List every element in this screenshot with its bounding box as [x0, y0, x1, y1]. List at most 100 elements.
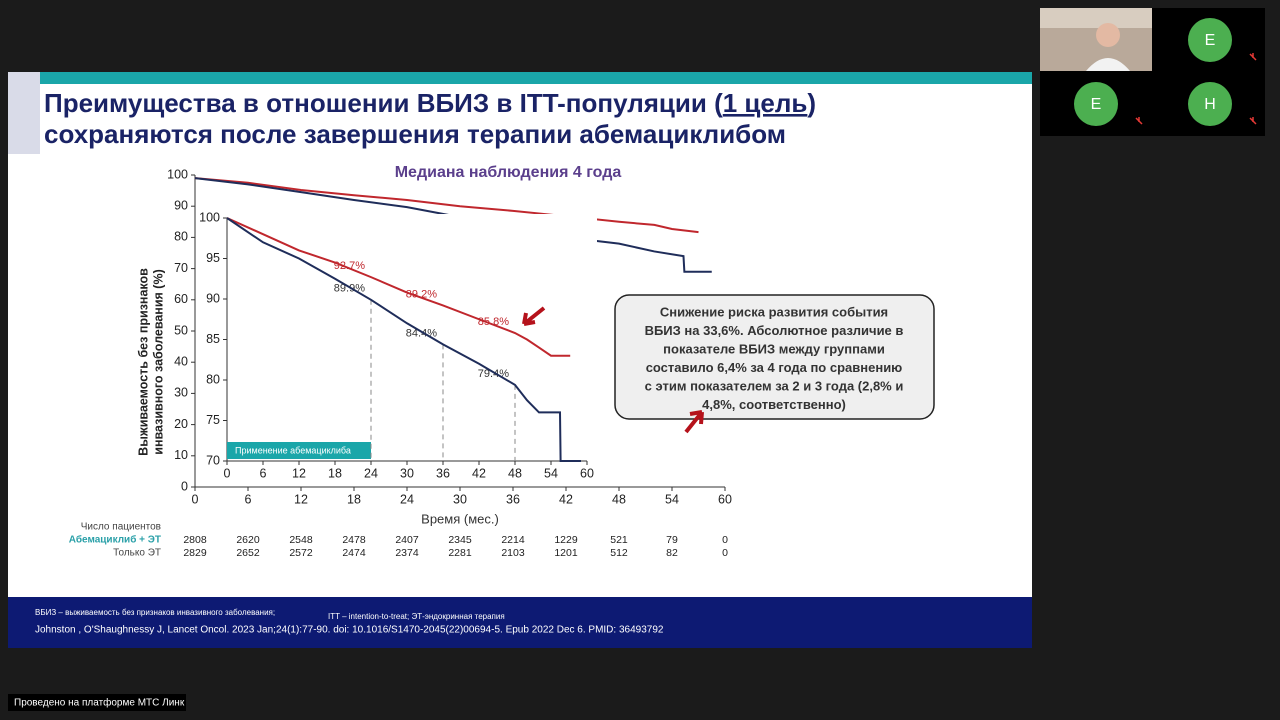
y-tick-label: 70 — [174, 261, 188, 275]
km-curve — [194, 177, 699, 234]
x-tick-label: 24 — [400, 492, 414, 506]
callout-box — [614, 294, 935, 420]
risk-cell: 2808 — [183, 534, 207, 546]
x-tick-label: 24 — [364, 466, 378, 480]
x-axis-label: Время (мес.) — [421, 511, 499, 526]
risk-cell: 79 — [666, 534, 678, 546]
y-tick-label: 40 — [174, 354, 188, 368]
reference: Johnston , O'Shaughnessy J, Lancet Oncol… — [35, 625, 664, 636]
y-tick-label: 50 — [174, 323, 188, 337]
y-tick-label: 90 — [174, 198, 188, 212]
avatar-initial: Е — [1091, 96, 1102, 113]
x-tick-label: 54 — [665, 492, 679, 506]
footnote: ITT – intention-to-treat; ЭТ-эндокринная… — [328, 612, 505, 621]
participant-tile[interactable]: Е — [1074, 82, 1143, 126]
y-tick-label: 0 — [181, 479, 188, 493]
y-tick-label: 100 — [167, 167, 188, 181]
y-tick-label: 70 — [206, 453, 220, 467]
treatment-band — [227, 442, 371, 459]
x-tick-label: 0 — [192, 492, 199, 506]
risk-cell: 2214 — [501, 534, 525, 546]
risk-cell: 2103 — [501, 547, 525, 559]
callout-line: ВБИЗ на 33,6%. Абсолютное различие в — [645, 323, 904, 338]
annotation: 85.8% — [478, 316, 509, 328]
y-axis-label: инвазивного заболевания (%) — [151, 269, 165, 454]
callout-line: показателе ВБИЗ между группами — [663, 341, 885, 356]
title-part: ) — [807, 88, 816, 118]
slide-title: Преимущества в отношении ВБИЗ в ITT-попу… — [44, 88, 816, 118]
avatar — [1188, 82, 1232, 126]
arrow — [684, 410, 704, 434]
x-tick-label: 36 — [436, 466, 450, 480]
x-tick-label: 60 — [718, 492, 732, 506]
risk-cell: 2374 — [395, 547, 419, 559]
annotation: 89.2% — [406, 288, 437, 300]
slide-footer — [8, 597, 1032, 648]
risk-cell: 2478 — [342, 534, 366, 546]
risk-cell: 2652 — [236, 547, 260, 559]
platform-caption: Проведено на платформе МТС Линк — [14, 697, 185, 709]
y-tick-label: 95 — [206, 251, 220, 265]
video-tile[interactable] — [1040, 8, 1152, 71]
x-tick-label: 48 — [612, 492, 626, 506]
avatar-initial: Е — [1205, 32, 1216, 49]
participant-tile[interactable]: Е — [1188, 18, 1257, 62]
risk-cell: 2572 — [289, 547, 313, 559]
y-tick-label: 75 — [206, 413, 220, 427]
x-tick-label: 42 — [472, 466, 486, 480]
title-part: Преимущества в отношении ВБИЗ в ITT-попу… — [44, 88, 723, 118]
callout-text: Снижение риска развития события ВБИЗ на 3… — [645, 304, 904, 412]
y-tick-label: 85 — [206, 332, 220, 346]
x-tick-label: 48 — [508, 466, 522, 480]
footnote: ВБИЗ – выживаемость без признаков инвази… — [35, 608, 275, 617]
risk-cell: 1201 — [554, 547, 578, 559]
km-curve — [226, 217, 571, 357]
risk-cell: 512 — [610, 547, 628, 559]
y-tick-label: 80 — [174, 230, 188, 244]
participant-tiles: Е Е Н — [1074, 18, 1257, 126]
risk-cell: 521 — [610, 534, 628, 546]
risk-cell: 2829 — [183, 547, 207, 559]
risk-row-name: Только ЭТ — [113, 548, 161, 559]
video-body — [1086, 58, 1130, 71]
x-tick-label: 18 — [328, 466, 342, 480]
video-wall — [1040, 8, 1152, 28]
x-tick-label: 12 — [294, 492, 308, 506]
avatar-initial: Н — [1204, 96, 1216, 113]
risk-cell: 2345 — [448, 534, 472, 546]
callout-line: Снижение риска развития события — [660, 304, 888, 319]
risk-cell: 2474 — [342, 547, 366, 559]
callout-line: с этим показателем за 2 и 3 года (2,8% и — [645, 378, 904, 393]
risk-cell: 2281 — [448, 547, 472, 559]
chart-title: Медиана наблюдения 4 года — [395, 164, 622, 181]
risk-cell: 0 — [722, 547, 728, 559]
x-tick-label: 54 — [544, 466, 558, 480]
slide-title: сохраняются после завершения терапии абе… — [44, 119, 786, 149]
muted-icon — [1249, 53, 1257, 61]
x-tick-label: 60 — [580, 466, 594, 480]
x-tick-label: 30 — [453, 492, 467, 506]
muted-icon — [1135, 117, 1143, 125]
muted-icon — [1249, 117, 1257, 125]
avatar — [1074, 82, 1118, 126]
slide-corner-image — [8, 72, 40, 154]
callout-line: составило 6,4% за 4 года по сравнению — [646, 360, 903, 375]
risk-cell: 2548 — [289, 534, 313, 546]
y-tick-label: 60 — [174, 292, 188, 306]
risk-cell: 1229 — [554, 534, 578, 546]
annotation: 92.7% — [334, 260, 365, 272]
x-tick-label: 6 — [245, 492, 252, 506]
video-face — [1096, 23, 1120, 47]
participant-tile[interactable]: Н — [1188, 82, 1257, 126]
treatment-band-label: Применение абемациклиба — [235, 445, 351, 455]
arrow — [522, 306, 546, 326]
caption-box — [8, 694, 186, 711]
y-tick-label: 80 — [206, 372, 220, 386]
y-tick-label: 30 — [174, 386, 188, 400]
title-part: 1 цель — [723, 88, 808, 118]
x-tick-label: 30 — [400, 466, 414, 480]
risk-row-name: Абемациклиб + ЭТ — [69, 534, 161, 546]
